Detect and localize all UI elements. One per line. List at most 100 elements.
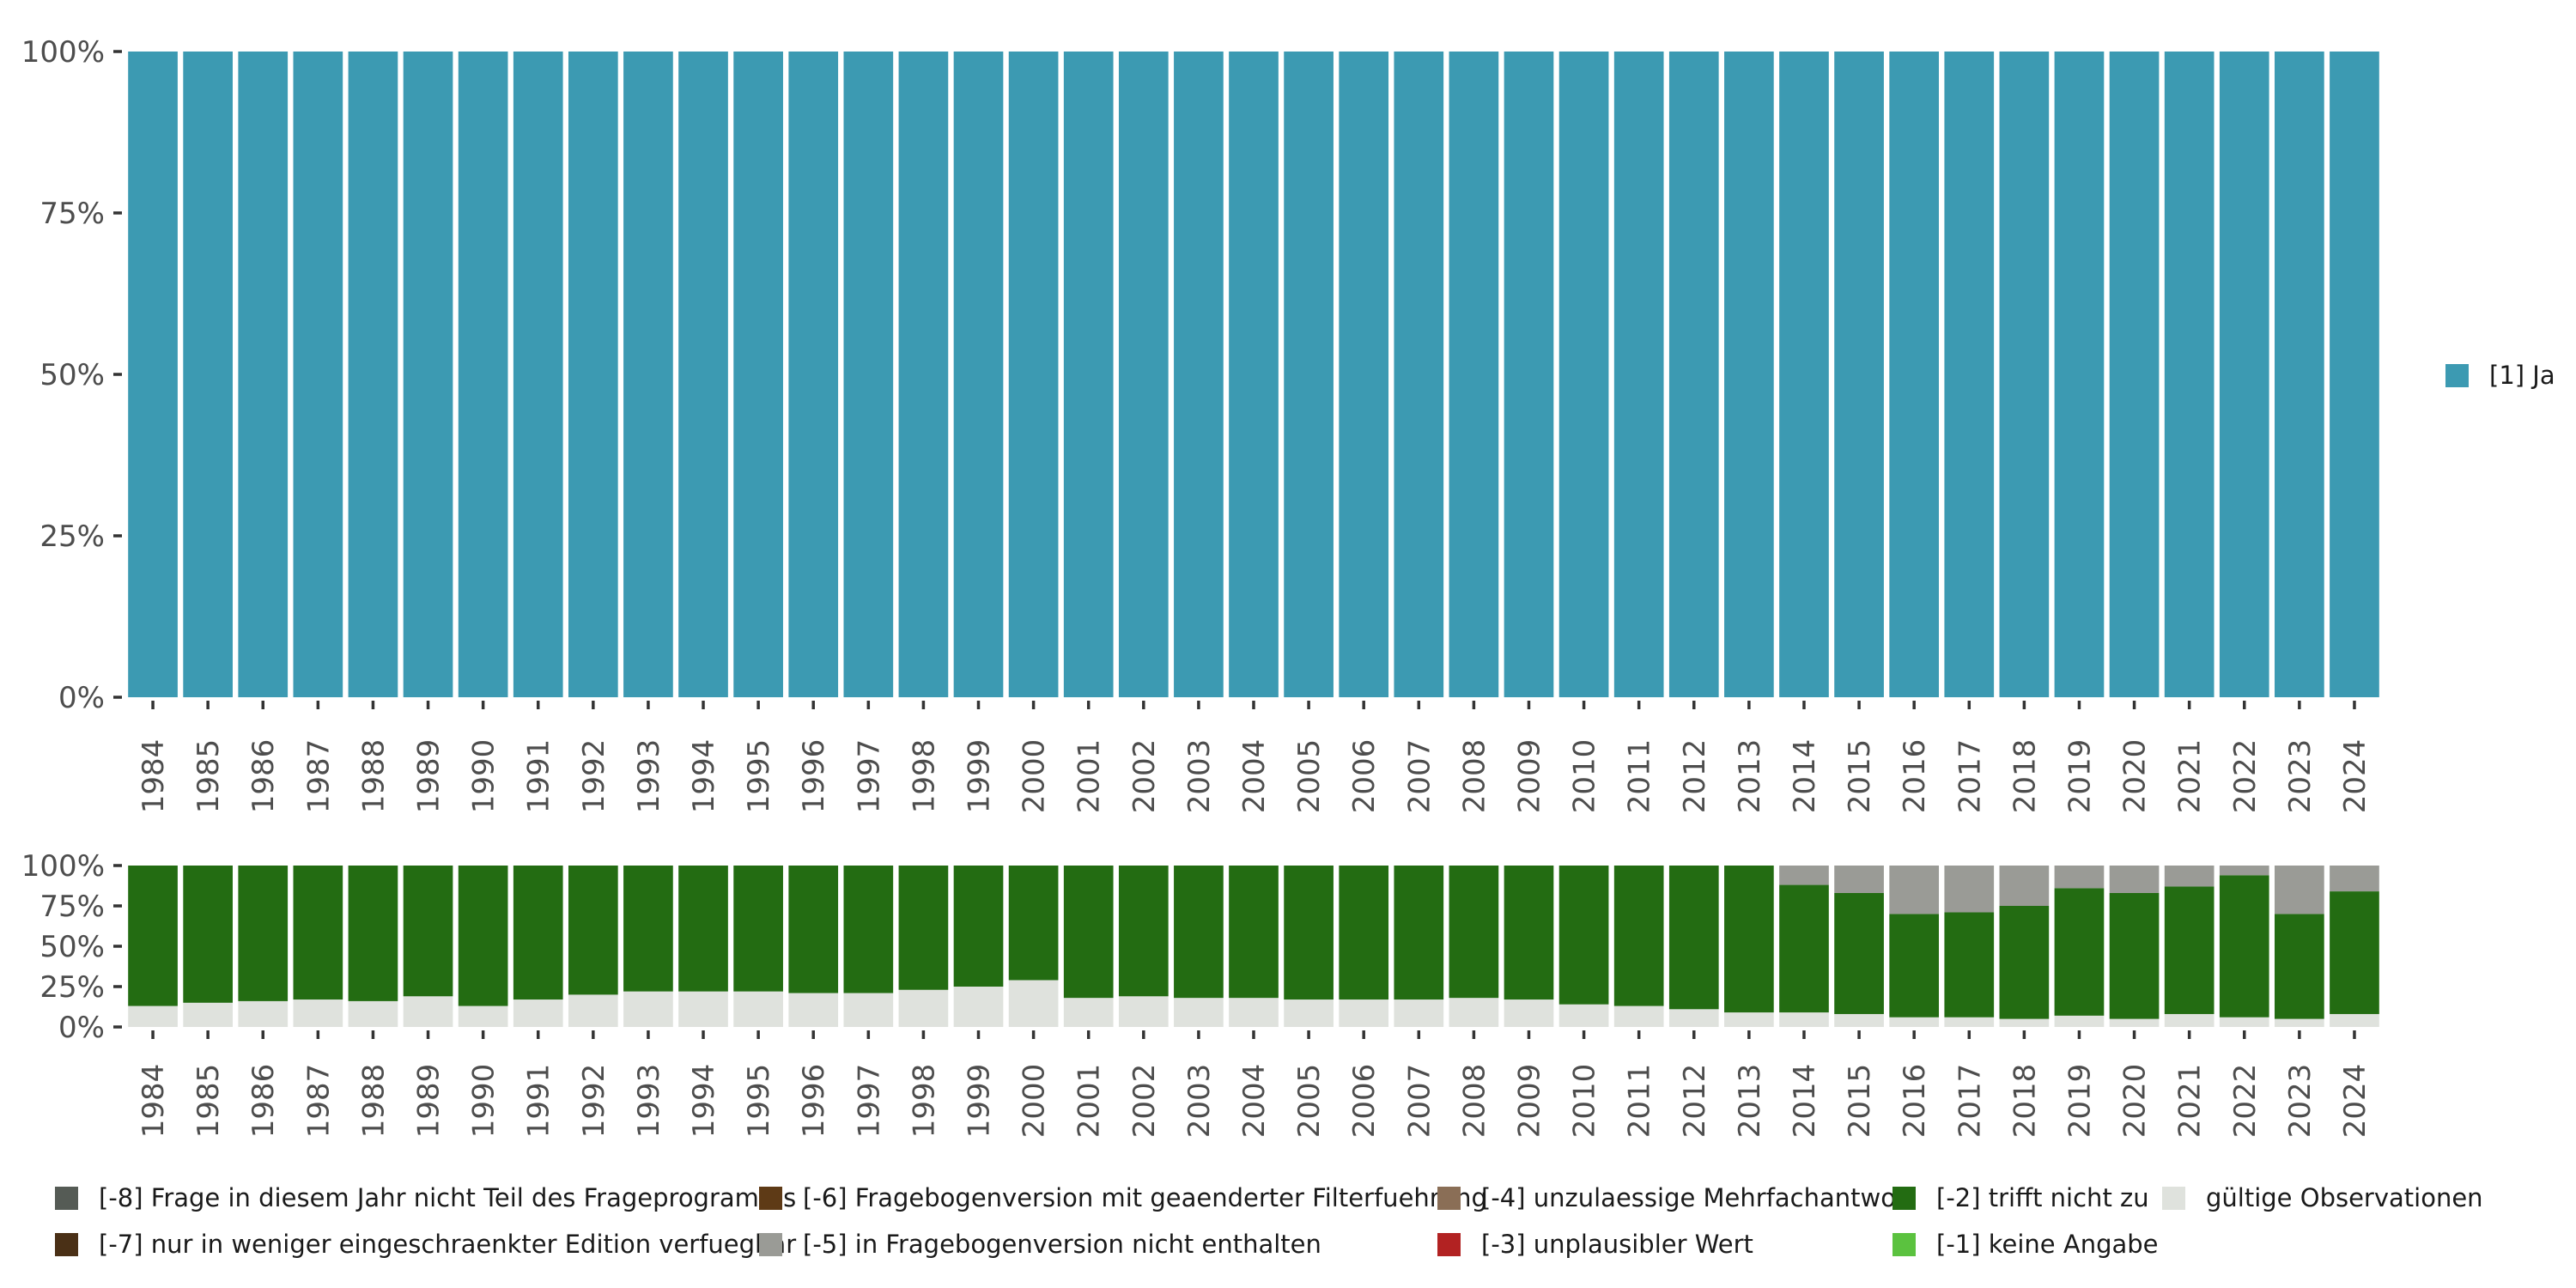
x-tick-label-1-2024: 2024 <box>2338 1064 2372 1139</box>
bar-1-1987-series-0 <box>293 999 343 1027</box>
x-tick-label-0-2000: 2000 <box>1018 739 1052 814</box>
bar-0-1996-series-0 <box>788 52 839 697</box>
x-tick-label-1-1993: 1993 <box>632 1064 666 1139</box>
bar-1-1988-series-1 <box>348 866 398 1001</box>
x-tick-label-1-1991: 1991 <box>522 1064 556 1139</box>
bar-0-2013-series-0 <box>1724 52 1774 697</box>
bar-1-1993-series-0 <box>623 991 673 1027</box>
bar-1-2008-series-1 <box>1449 866 1499 999</box>
bar-1-2022-series-0 <box>2219 1017 2269 1027</box>
bar-0-2021-series-0 <box>2164 52 2215 697</box>
x-tick-label-0-2011: 2011 <box>1623 739 1657 814</box>
bar-0-1989-series-0 <box>403 52 453 697</box>
bar-0-2002-series-0 <box>1118 52 1169 697</box>
bar-1-2018-series-1 <box>1999 906 2050 1019</box>
x-tick-label-0-1986: 1986 <box>246 739 281 814</box>
bar-1-1999-series-0 <box>953 987 1004 1027</box>
x-tick-label-0-2001: 2001 <box>1072 739 1107 814</box>
x-tick-label-1-1986: 1986 <box>246 1064 281 1139</box>
bar-1-2024-series-0 <box>2330 1013 2379 1027</box>
bar-0-2022-series-0 <box>2219 52 2269 697</box>
bar-1-2018-series-2 <box>1999 866 2050 906</box>
bar-1-2015-series-0 <box>1834 1013 1884 1027</box>
bar-1-2015-series-2 <box>1834 866 1884 893</box>
x-tick-label-1-2002: 2002 <box>1127 1064 1162 1139</box>
bar-1-1995-series-1 <box>733 866 783 992</box>
x-tick-label-0-2008: 2008 <box>1457 739 1492 814</box>
x-tick-label-1-1989: 1989 <box>412 1064 447 1139</box>
bar-1-2021-series-1 <box>2164 886 2215 1014</box>
legend-label-ja: [1] Ja <box>2489 361 2555 390</box>
bar-1-2012-series-0 <box>1668 1009 1719 1027</box>
bar-1-1999-series-1 <box>953 866 1004 987</box>
x-tick-label-1-1994: 1994 <box>687 1064 721 1139</box>
bar-0-1987-series-0 <box>293 52 343 697</box>
bar-1-1996-series-1 <box>788 866 839 993</box>
x-tick-label-1-2008: 2008 <box>1457 1064 1492 1139</box>
bar-1-2017-series-1 <box>1944 912 1995 1018</box>
bar-1-2015-series-1 <box>1834 892 1884 1014</box>
y-tick-label-0-3: 75% <box>39 197 105 231</box>
x-tick-label-1-1987: 1987 <box>301 1064 336 1139</box>
legend-item-ja: [1] Ja <box>2445 361 2555 390</box>
y-tick-label-1-2: 50% <box>39 930 105 964</box>
x-tick-label-0-2006: 2006 <box>1347 739 1382 814</box>
bar-1-2002-series-0 <box>1118 996 1169 1027</box>
bar-0-1988-series-0 <box>348 52 398 697</box>
x-tick-label-0-1999: 1999 <box>963 739 997 814</box>
bar-1-1985-series-0 <box>183 1002 233 1027</box>
bar-0-1994-series-0 <box>678 52 728 697</box>
x-tick-label-0-2021: 2021 <box>2173 739 2208 814</box>
bar-1-2017-series-2 <box>1944 866 1995 913</box>
x-tick-label-0-2007: 2007 <box>1402 739 1437 814</box>
bar-1-2023-series-1 <box>2275 914 2324 1019</box>
bar-0-2008-series-0 <box>1449 52 1499 697</box>
x-tick-label-1-2015: 2015 <box>1843 1064 1877 1139</box>
x-tick-label-0-1991: 1991 <box>522 739 556 814</box>
bar-1-1989-series-0 <box>403 996 453 1027</box>
x-tick-label-0-1984: 1984 <box>137 739 171 814</box>
y-tick-label-1-0: 0% <box>58 1011 105 1045</box>
x-tick-label-0-2019: 2019 <box>2063 739 2097 814</box>
bar-1-2001-series-0 <box>1063 998 1114 1027</box>
bar-0-2000-series-0 <box>1008 52 1059 697</box>
legend-key-ja <box>2445 363 2469 387</box>
bar-1-2023-series-0 <box>2275 1018 2324 1027</box>
bar-0-2007-series-0 <box>1394 52 1444 697</box>
bar-0-1998-series-0 <box>898 52 949 697</box>
bar-0-1990-series-0 <box>458 52 508 697</box>
bar-1-1989-series-1 <box>403 866 453 997</box>
bar-1-1986-series-0 <box>238 1000 289 1027</box>
bar-0-1999-series-0 <box>953 52 1004 697</box>
bar-1-2012-series-1 <box>1668 866 1719 1010</box>
bar-1-2014-series-1 <box>1779 884 1829 1013</box>
x-tick-label-0-1995: 1995 <box>742 739 776 814</box>
x-tick-label-1-2014: 2014 <box>1788 1064 1822 1139</box>
x-tick-label-0-1997: 1997 <box>852 739 886 814</box>
bar-1-2014-series-2 <box>1779 866 1829 885</box>
bar-0-1997-series-0 <box>843 52 894 697</box>
x-tick-label-0-2004: 2004 <box>1237 739 1272 814</box>
x-tick-label-1-1997: 1997 <box>852 1064 886 1139</box>
bar-1-1993-series-1 <box>623 866 673 992</box>
x-tick-label-1-2009: 2009 <box>1512 1064 1546 1139</box>
bar-0-1984-series-0 <box>128 52 178 697</box>
x-tick-label-0-2005: 2005 <box>1292 739 1327 814</box>
bar-1-1994-series-0 <box>678 991 728 1027</box>
bar-1-2017-series-0 <box>1944 1017 1995 1027</box>
bar-0-2020-series-0 <box>2109 52 2160 697</box>
bar-1-2013-series-1 <box>1724 866 1774 1013</box>
bar-0-1985-series-0 <box>183 52 233 697</box>
bar-0-2018-series-0 <box>1999 52 2050 697</box>
bar-1-2000-series-1 <box>1008 866 1059 981</box>
bar-0-1986-series-0 <box>238 52 289 697</box>
bar-1-2005-series-1 <box>1284 866 1334 1000</box>
bottom-panel: 1984 1985 1986 1987 1988 1989 1990 1991 1992 1993… <box>21 849 2379 1138</box>
x-tick-label-1-2017: 2017 <box>1953 1064 1987 1139</box>
bar-1-1995-series-0 <box>733 991 783 1027</box>
bar-0-2014-series-0 <box>1779 52 1829 697</box>
bar-0-2001-series-0 <box>1063 52 1114 697</box>
bar-1-2010-series-0 <box>1558 1004 1609 1027</box>
bar-1-2004-series-0 <box>1229 998 1279 1027</box>
bar-1-1985-series-1 <box>183 866 233 1003</box>
